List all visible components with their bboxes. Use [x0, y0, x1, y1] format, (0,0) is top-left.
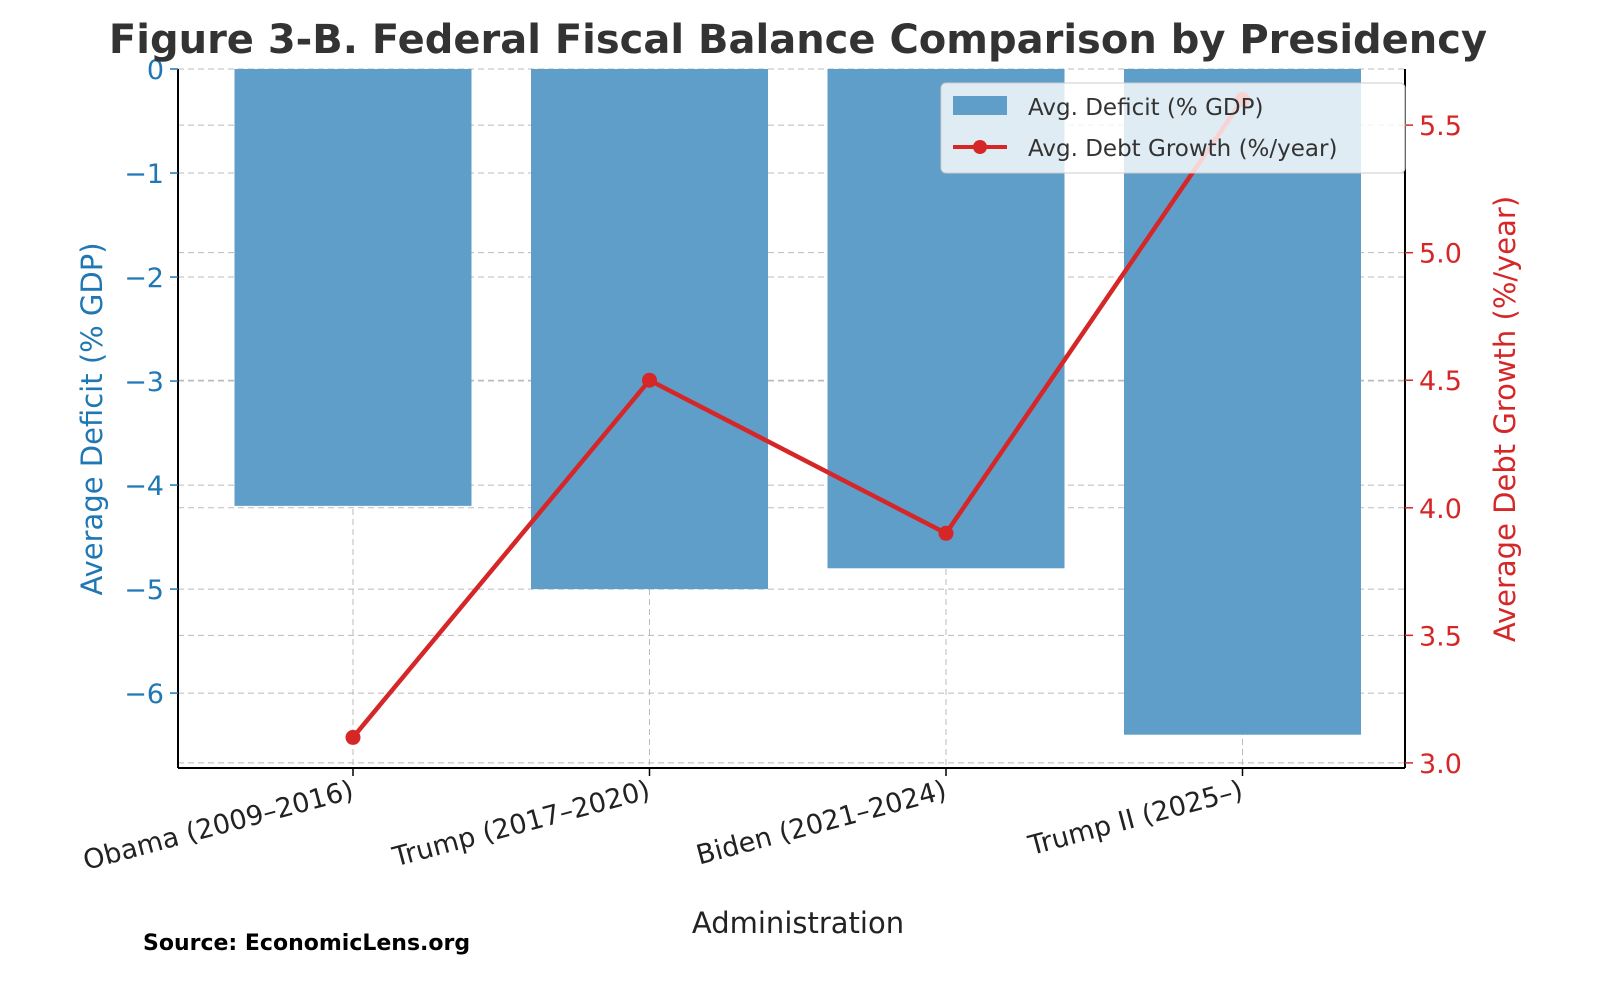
tick-label-right: 4.5	[1419, 366, 1462, 397]
debt-growth-point	[938, 525, 954, 541]
tick-label-right: 3.5	[1419, 621, 1462, 652]
tick-label-right: 5.5	[1419, 111, 1462, 142]
tick-label-x: Biden (2021–2024)	[693, 775, 950, 872]
bar-deficit	[531, 69, 768, 590]
y-axis-left-label: Average Deficit (% GDP)	[75, 242, 109, 595]
bars	[234, 69, 1361, 735]
legend-label-deficit: Avg. Deficit (% GDP)	[1028, 95, 1263, 121]
chart-title: Figure 3-B. Federal Fiscal Balance Compa…	[109, 17, 1487, 63]
tick-label-left: −6	[124, 679, 164, 710]
tick-label-left: 0	[147, 55, 164, 86]
tick-label-left: −2	[124, 263, 164, 294]
debt-growth-point	[642, 372, 657, 388]
bar-deficit	[1124, 69, 1361, 735]
y-axis-right-label: Average Debt Growth (%/year)	[1488, 196, 1522, 642]
legend: Avg. Deficit (% GDP) Avg. Debt Growth (%…	[940, 82, 1406, 174]
tick-label-x: Trump (2017–2020)	[389, 775, 654, 874]
x-axis-label: Administration	[692, 906, 904, 940]
legend-box	[940, 82, 1406, 174]
legend-marker-debt	[973, 140, 987, 154]
source-note: Source: EconomicLens.org	[143, 931, 470, 956]
debt-growth-line	[345, 92, 1250, 745]
tick-label-right: 3.0	[1419, 749, 1462, 780]
bar-deficit	[234, 69, 472, 506]
legend-label-debt: Avg. Debt Growth (%/year)	[1028, 136, 1337, 162]
debt-growth-point	[345, 729, 361, 745]
tick-label-left: −3	[124, 367, 164, 398]
tick-label-right: 5.0	[1419, 239, 1462, 270]
tick-label-left: −5	[124, 575, 164, 606]
debt-growth-polyline	[351, 98, 1245, 739]
tick-label-x: Obama (2009–2016)	[80, 775, 357, 877]
tick-label-left: −1	[124, 159, 164, 190]
legend-swatch-deficit	[953, 96, 1007, 115]
tick-label-left: −4	[124, 471, 164, 502]
tick-label-right: 4.0	[1419, 494, 1462, 525]
tick-label-x: Trump II (2025–)	[1024, 775, 1246, 862]
